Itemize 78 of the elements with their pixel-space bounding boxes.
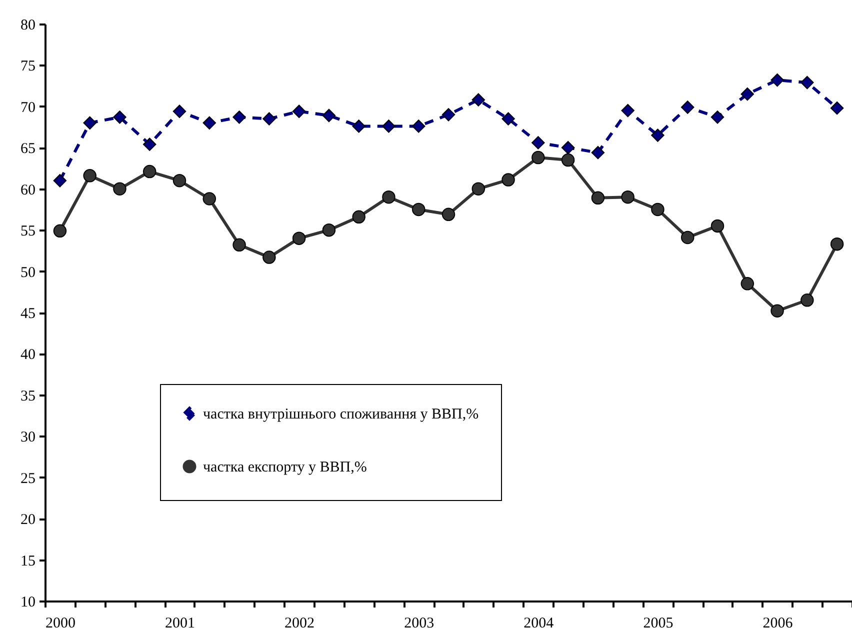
point (172, 104, 186, 118)
point (262, 250, 276, 264)
x-tick-label: 2001 (165, 616, 195, 632)
y-tick-label: 70 (20, 100, 36, 116)
point (591, 146, 605, 160)
y-tick-label: 65 (20, 141, 36, 158)
point (382, 190, 396, 204)
x-tick-label: 2004 (524, 616, 554, 632)
point (800, 294, 814, 307)
point (740, 87, 754, 101)
point (202, 116, 216, 130)
y-tick-label: 45 (20, 306, 36, 322)
point (142, 164, 156, 178)
point (710, 110, 724, 124)
y-tick-label: 60 (20, 182, 36, 198)
point (770, 304, 784, 318)
point (651, 128, 664, 142)
point (172, 174, 186, 188)
legend-label: частка внутрішнього споживання у ВВП,% (203, 406, 479, 422)
y-tick-label: 55 (20, 224, 36, 240)
point (561, 141, 575, 154)
point (322, 223, 336, 237)
y-tick-label: 75 (20, 58, 36, 75)
point (532, 136, 545, 150)
point (502, 173, 515, 186)
point (710, 219, 724, 233)
point (113, 110, 126, 124)
y-tick-label: 25 (20, 470, 36, 487)
x-tick-label: 2000 (45, 616, 76, 632)
point (651, 202, 664, 216)
point (352, 120, 366, 133)
point (322, 108, 336, 122)
y-tick-label: 30 (20, 430, 36, 446)
point (202, 192, 216, 206)
x-tick-label: 2002 (284, 616, 315, 632)
y-tick-label: 10 (20, 594, 36, 610)
point (472, 182, 486, 196)
point (502, 112, 515, 126)
point (83, 116, 96, 130)
point (472, 93, 486, 106)
y-tick-label: 80 (20, 18, 36, 34)
y-tick-label: 50 (20, 264, 36, 281)
point (232, 238, 246, 252)
point (83, 169, 96, 182)
point (680, 100, 694, 114)
legend-label: частка експорту у ВВП,% (203, 460, 367, 476)
point (740, 277, 754, 290)
point (53, 224, 67, 238)
point (770, 73, 784, 87)
point (800, 76, 814, 90)
point (412, 202, 426, 216)
point (830, 101, 844, 115)
y-tick-label: 35 (20, 388, 36, 404)
point (830, 237, 844, 251)
y-tick-label: 15 (20, 553, 36, 570)
point (591, 191, 605, 205)
point (621, 190, 634, 204)
point (352, 210, 366, 224)
point (113, 182, 126, 196)
x-tick-label: 2006 (762, 616, 794, 632)
point (621, 104, 634, 118)
point (442, 108, 456, 122)
point (232, 110, 246, 124)
x-tick-label: 2005 (643, 616, 674, 632)
y-tick-label: 20 (20, 512, 36, 528)
point (680, 230, 694, 244)
point (442, 208, 456, 222)
point (53, 174, 67, 188)
point (292, 232, 306, 245)
y-tick-label: 40 (20, 347, 36, 364)
point (292, 104, 306, 118)
point (262, 112, 276, 126)
x-tick-label: 2003 (404, 616, 434, 632)
point (561, 153, 575, 167)
point (382, 120, 396, 133)
point (412, 120, 426, 133)
point (142, 138, 156, 151)
point (532, 150, 545, 164)
